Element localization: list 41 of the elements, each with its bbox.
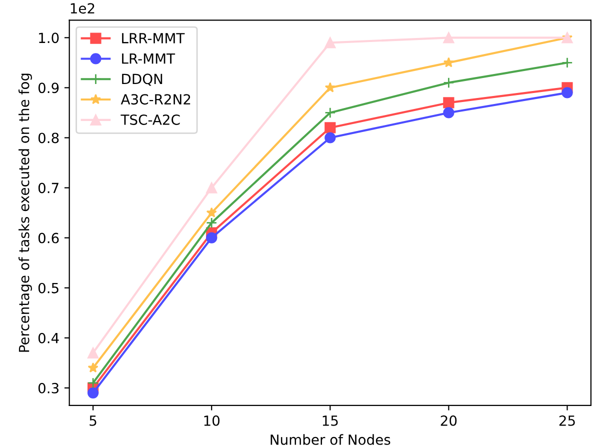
point	[324, 107, 336, 118]
x-tick-label: 20	[440, 415, 457, 426]
y-tick-label: 0.9	[38, 82, 59, 94]
y-tick-label: 0.6	[38, 232, 59, 244]
point	[324, 37, 336, 48]
legend-label: A3C-R2N2	[120, 94, 190, 105]
point	[443, 107, 454, 118]
legend-label: LRR-MMT	[122, 33, 185, 44]
y-tick-label: 0.7	[38, 182, 58, 194]
text: 1e2	[70, 3, 94, 14]
point	[324, 132, 336, 144]
point	[562, 57, 573, 68]
point	[324, 82, 336, 92]
x-tick-label: 5	[90, 416, 96, 426]
legend-label: LR-MMT	[122, 53, 176, 64]
x-tick-label: 10	[204, 415, 220, 426]
legend-label: DDQN	[122, 74, 162, 86]
point	[443, 77, 454, 88]
point	[88, 362, 98, 373]
point	[88, 377, 99, 388]
x-axis-title: Number of Nodes	[270, 434, 390, 445]
point	[206, 217, 218, 228]
y-tick-label: 0.4	[38, 332, 59, 344]
y-tick-label: 0.3	[38, 382, 59, 394]
point	[562, 87, 573, 98]
y-tick-label: 0.5	[38, 282, 58, 294]
point	[206, 207, 217, 218]
x-tick-label: 15	[322, 416, 338, 426]
y-tick-label: 1.0	[39, 32, 59, 44]
point	[443, 57, 454, 68]
point	[88, 387, 99, 398]
legend-label: TSC-A2C	[120, 114, 180, 125]
point	[324, 122, 336, 134]
point	[206, 232, 218, 244]
point	[88, 347, 99, 358]
x-tick-label: 25	[559, 415, 575, 426]
point	[443, 97, 454, 108]
y-axis-title: Percentage of tasks executed on the fog	[18, 74, 32, 352]
point	[443, 32, 454, 44]
point	[206, 182, 218, 194]
y-tick-label: 0.8	[38, 132, 59, 144]
